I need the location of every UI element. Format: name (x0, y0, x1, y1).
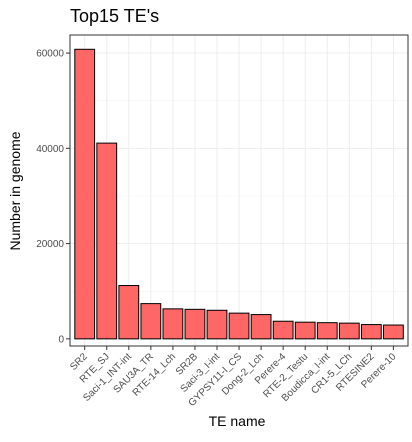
y-axis-title: Number in genome (7, 131, 23, 250)
y-tick-label: 20000 (36, 239, 64, 250)
y-axis: 0 20000 40000 60000 (36, 49, 70, 345)
x-axis: SR2RTE_SJSaci-1_INT-intSAU3A_TRRTE-14_Lc… (68, 346, 399, 409)
bar-rtesine2 (360, 324, 382, 340)
bar-dong-2-lch (250, 314, 272, 340)
bar-gypsy11-i-cs (228, 312, 250, 340)
grid-layer (70, 35, 408, 346)
y-tick-label: 40000 (36, 144, 64, 155)
bar-perere-10 (383, 324, 404, 340)
bar-perere-4 (272, 320, 294, 340)
bar-rte-14-lch (162, 308, 184, 340)
bar-cr1-5-lch (338, 322, 360, 340)
bar-saci-3-i-int (206, 309, 228, 340)
bar-rte-2-testu (294, 321, 316, 340)
bar-saci-1-int-int (118, 285, 140, 340)
bar-sau3a-tr (140, 303, 162, 340)
y-tick-label: 60000 (36, 49, 64, 60)
bar-layer (74, 48, 404, 340)
bar-sr2b (184, 308, 206, 340)
y-tick-label: 0 (58, 334, 64, 345)
bar-sr2 (74, 48, 96, 340)
bar-rte-sj (96, 142, 118, 340)
bar-boudicca-i-int (316, 322, 338, 340)
x-axis-title: TE name (209, 413, 266, 429)
chart-title: Top15 TE's (70, 6, 159, 26)
